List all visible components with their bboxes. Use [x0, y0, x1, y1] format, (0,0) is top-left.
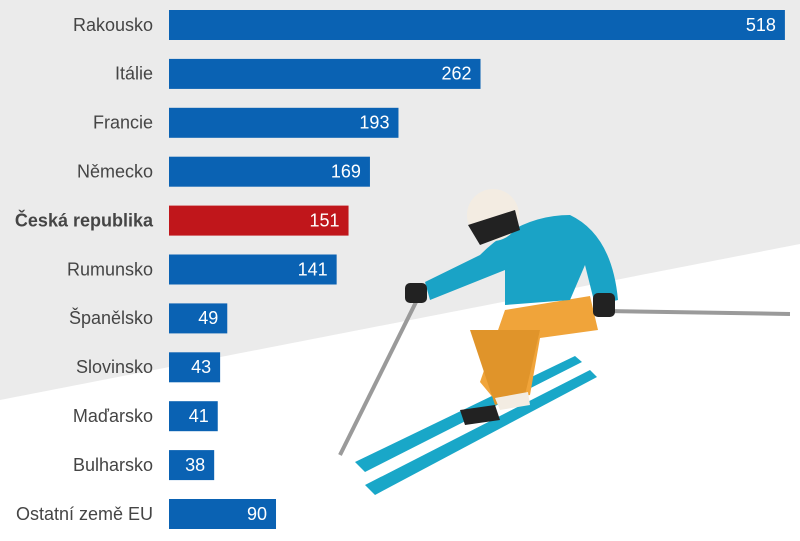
value-label: 90 — [247, 504, 267, 524]
bar — [169, 58, 481, 89]
bar — [169, 254, 337, 285]
category-label: Rakousko — [73, 15, 153, 35]
bar — [169, 499, 277, 529]
skier-illustration — [338, 189, 791, 495]
value-label: 262 — [441, 64, 471, 84]
value-label: 518 — [746, 15, 776, 35]
bar — [169, 450, 215, 481]
category-label: Maďarsko — [73, 406, 153, 426]
value-label: 169 — [331, 161, 361, 181]
bar — [169, 107, 399, 138]
category-label: Česká republika — [15, 209, 154, 230]
category-label: Ostatní země EU — [16, 504, 153, 524]
category-label: Německo — [77, 161, 153, 181]
category-label: Itálie — [115, 64, 153, 84]
category-label: Španělsko — [69, 307, 153, 328]
bar — [169, 10, 785, 40]
value-label: 151 — [309, 210, 339, 230]
category-label: Francie — [93, 113, 153, 133]
bar — [169, 352, 221, 383]
value-label: 41 — [189, 406, 209, 426]
bar — [169, 205, 349, 236]
category-label: Slovinsko — [76, 357, 153, 377]
category-label: Bulharsko — [73, 455, 153, 475]
value-label: 38 — [185, 455, 205, 475]
value-label: 141 — [298, 259, 328, 279]
category-label: Rumunsko — [67, 259, 153, 279]
value-label: 43 — [191, 357, 211, 377]
bar — [169, 303, 228, 334]
slope-background — [0, 0, 800, 400]
value-label: 49 — [198, 308, 218, 328]
bar — [169, 401, 218, 432]
bar — [169, 156, 370, 187]
value-label: 193 — [359, 113, 389, 133]
